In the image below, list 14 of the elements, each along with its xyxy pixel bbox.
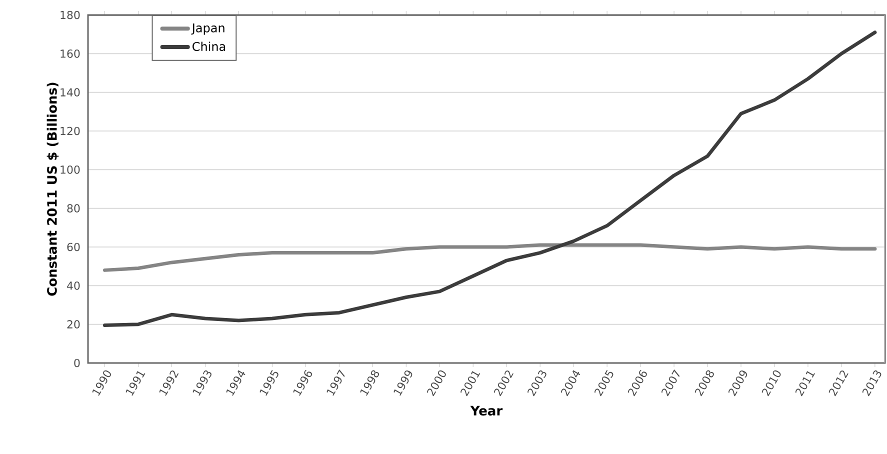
legend-label: China: [192, 42, 226, 52]
y-tick-label: 60: [67, 242, 80, 252]
y-tick-label: 20: [67, 320, 80, 328]
y-tick-label: 160: [60, 50, 80, 58]
y-tick-label: 40: [67, 282, 80, 290]
y-tick-label: 120: [60, 126, 80, 136]
y-tick-label: 80: [67, 204, 80, 212]
y-tick-label: 140: [60, 88, 80, 96]
y-tick-label: 180: [60, 10, 80, 20]
x-axis-title: Year: [470, 406, 503, 416]
y-tick-label: 0: [74, 358, 80, 368]
y-tick-label: 100: [60, 166, 80, 174]
legend-label: Japan: [191, 23, 224, 35]
y-axis-title: Constant 2011 US $ (Billions): [46, 82, 59, 296]
